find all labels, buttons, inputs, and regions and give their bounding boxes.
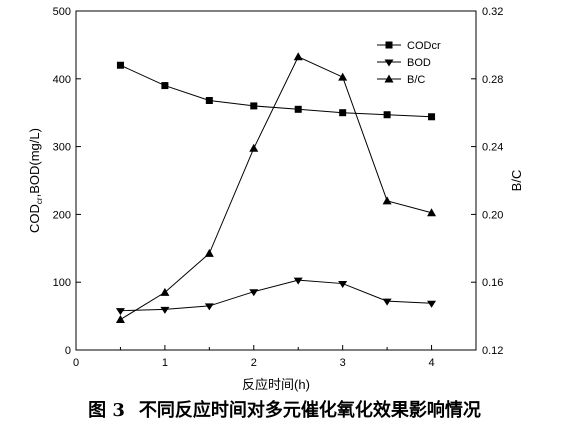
data-point-codcr	[161, 82, 169, 90]
series-line-codcr	[120, 64, 432, 118]
data-point-codcr	[383, 111, 391, 119]
left-tick-label: 400	[53, 74, 71, 86]
chart: 0 100 200 300 400 500 0.12 0.16 0.20 0.24 0.28 0.3…	[27, 6, 524, 392]
data-point-bod	[427, 300, 437, 308]
x-tick-label: 4	[428, 357, 434, 369]
data-point-codcr	[250, 102, 258, 110]
data-point-b-c	[249, 143, 259, 152]
legend-marker-codcr	[385, 41, 393, 49]
left-tick-label: 200	[53, 209, 71, 221]
left-tick-label: 0	[65, 345, 71, 357]
left-axis-ticks: 0 100 200 300 400 500	[53, 6, 81, 357]
data-point-b-c	[160, 287, 170, 296]
x-tick-label: 0	[73, 357, 79, 369]
data-point-codcr	[116, 61, 124, 69]
left-axis-title-sub: cr	[35, 197, 44, 204]
right-tick-label: 0.32	[482, 6, 503, 18]
x-tick-label: 2	[251, 357, 257, 369]
x-tick-label: 1	[162, 357, 168, 369]
left-axis-title: CODcr,BOD(mg/L)	[27, 128, 44, 233]
right-tick-label: 0.24	[482, 142, 503, 154]
left-tick-label: 500	[53, 6, 71, 18]
data-point-bod	[249, 289, 259, 297]
right-tick-label: 0.20	[482, 209, 503, 221]
data-point-bod	[382, 298, 392, 306]
left-axis-title-main: COD	[27, 204, 42, 233]
data-point-bod	[293, 277, 303, 285]
right-tick-label: 0.16	[482, 277, 503, 289]
right-tick-label: 0.12	[482, 345, 503, 357]
legend: CODcr BOD B/C	[377, 40, 441, 86]
data-point-bod	[160, 306, 170, 314]
figure-caption: 图 3 不同反应时间对多元催化氧化效果影响情况	[0, 396, 569, 422]
data-point-codcr	[428, 113, 436, 121]
legend-marker-b-c	[384, 74, 394, 83]
left-axis-title-rest: ,BOD(mg/L)	[27, 128, 42, 197]
data-point-bod	[204, 303, 214, 311]
series-line-bod	[120, 279, 432, 312]
plot-area-frame	[75, 10, 477, 351]
left-tick-label: 100	[53, 277, 71, 289]
series-line-b-c	[120, 56, 432, 320]
x-axis-title: 反应时间(h)	[242, 377, 310, 392]
x-tick-label: 3	[340, 357, 346, 369]
data-point-b-c	[338, 72, 348, 81]
legend-label-codcr: CODcr	[407, 40, 441, 52]
data-point-bod	[115, 308, 125, 316]
data-point-codcr	[205, 96, 213, 104]
data-point-codcr	[339, 109, 347, 117]
data-point-codcr	[294, 105, 302, 113]
data-point-b-c	[427, 208, 437, 217]
series-layer	[115, 52, 437, 323]
right-axis-ticks: 0.12 0.16 0.20 0.24 0.28 0.32	[471, 6, 503, 357]
data-point-b-c	[115, 314, 125, 323]
data-point-bod	[338, 281, 348, 289]
x-axis-ticks: 0 1 2 3 4	[73, 345, 435, 369]
figure-caption-text: 不同反应时间对多元催化氧化效果影响情况	[138, 400, 481, 421]
figure-number: 图 3	[88, 400, 125, 421]
data-point-b-c	[382, 196, 392, 205]
data-point-b-c	[204, 248, 214, 257]
legend-marker-bod	[384, 59, 394, 67]
data-point-b-c	[293, 52, 303, 61]
right-axis-title: B/C	[509, 170, 524, 192]
right-tick-label: 0.28	[482, 74, 503, 86]
legend-label-b-c: B/C	[407, 74, 425, 86]
legend-label-bod: BOD	[407, 57, 431, 69]
left-tick-label: 300	[53, 142, 71, 154]
